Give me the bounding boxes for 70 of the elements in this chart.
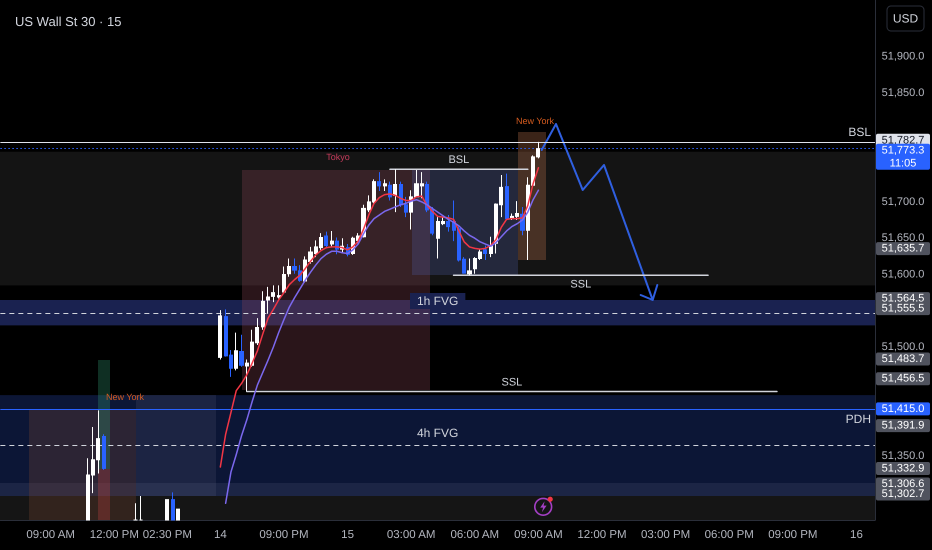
y-tick-label: 51,391.9 — [882, 420, 924, 432]
ref-line-label: 4h FVG — [416, 426, 458, 440]
candlestick — [277, 284, 281, 299]
annotation: New York — [516, 116, 555, 126]
x-tick-label: 06:00 AM — [450, 529, 500, 541]
candlestick — [133, 502, 138, 520]
ref-line-label: PDH — [846, 412, 871, 426]
text: 11:05 — [890, 157, 916, 170]
series-label: BSL — [448, 154, 470, 166]
y-tick-label: 51,900.0 — [882, 50, 924, 63]
x-tick-label: 06:00 PM — [704, 529, 754, 541]
y-tick-label: 51,850.0 — [882, 86, 924, 99]
line-series — [224, 190, 540, 504]
y-tick-label: 51,635.7 — [882, 242, 924, 255]
y-tick-label: 51,650.0 — [882, 232, 924, 244]
candlestick — [171, 492, 175, 520]
y-tick-label: 51,500.0 — [882, 341, 924, 354]
ref-line-label: 1h FVG — [416, 294, 458, 308]
x-tick-label: 15 — [341, 529, 354, 541]
y-tick-label: 51,332.9 — [882, 462, 924, 475]
annotation: New York — [106, 392, 145, 402]
y-tick-label: 51,564.5 — [882, 292, 924, 305]
x-tick-label: 12:00 PM — [577, 529, 627, 541]
candlestick — [446, 214, 450, 232]
candlestick — [234, 332, 238, 371]
y-tick-label: 51,773.3 — [882, 144, 924, 156]
x-tick-label: 03:00 AM — [386, 529, 436, 541]
y-tick-label: 51,483.7 — [882, 352, 924, 365]
candlestick — [102, 434, 106, 470]
series-label: SSL — [501, 376, 522, 388]
x-tick-label: 09:00 PM — [768, 529, 818, 541]
candlestick — [489, 236, 493, 258]
candlestick — [139, 496, 143, 520]
x-tick-label: 12:00 PM — [90, 529, 139, 541]
candlestick — [292, 258, 297, 274]
candlestick — [239, 334, 244, 368]
y-tick-label: 51,782.7 — [882, 134, 924, 146]
annotation: Tokyo — [326, 152, 350, 162]
x-tick-label: 09:00 AM — [514, 529, 563, 541]
ref-line-label: BSL — [848, 124, 872, 139]
y-tick-label: 51,415.0 — [882, 402, 924, 415]
candlestick — [377, 172, 381, 192]
y-tick-label: 51,306.6 — [882, 478, 924, 490]
text: US Wall St 30 · 15 — [15, 14, 122, 29]
x-tick-label: 09:00 PM — [259, 529, 309, 541]
candlestick — [218, 310, 222, 360]
candlestick — [165, 499, 169, 520]
y-tick-label: 51,555.5 — [882, 302, 924, 315]
candlestick — [467, 258, 472, 276]
candlestick — [324, 231, 328, 249]
x-tick-label: 09:00 AM — [26, 529, 76, 541]
y-tick-label: 51,456.5 — [882, 372, 924, 385]
candlestick — [393, 168, 397, 213]
x-tick-label: 14 — [214, 529, 228, 541]
x-tick-label: 02:30 PM — [142, 529, 192, 541]
y-tick-label: 51,600.0 — [882, 268, 924, 281]
y-tick-label: 51,302.7 — [882, 488, 924, 500]
candlestick — [330, 230, 334, 248]
y-tick-label: 51,350.0 — [882, 450, 924, 462]
y-axis-title: USD — [892, 12, 918, 26]
candlestick — [505, 173, 509, 221]
line-series — [220, 167, 540, 468]
y-tick-label: 51,700.0 — [882, 196, 924, 208]
candlestick — [261, 290, 265, 330]
candlestick — [176, 508, 180, 520]
x-tick-label: 16 — [850, 529, 863, 541]
candlestick — [383, 178, 387, 192]
candlestick — [483, 244, 487, 260]
x-tick-label: 03:00 PM — [640, 529, 690, 541]
series-label: SSL — [570, 278, 592, 290]
